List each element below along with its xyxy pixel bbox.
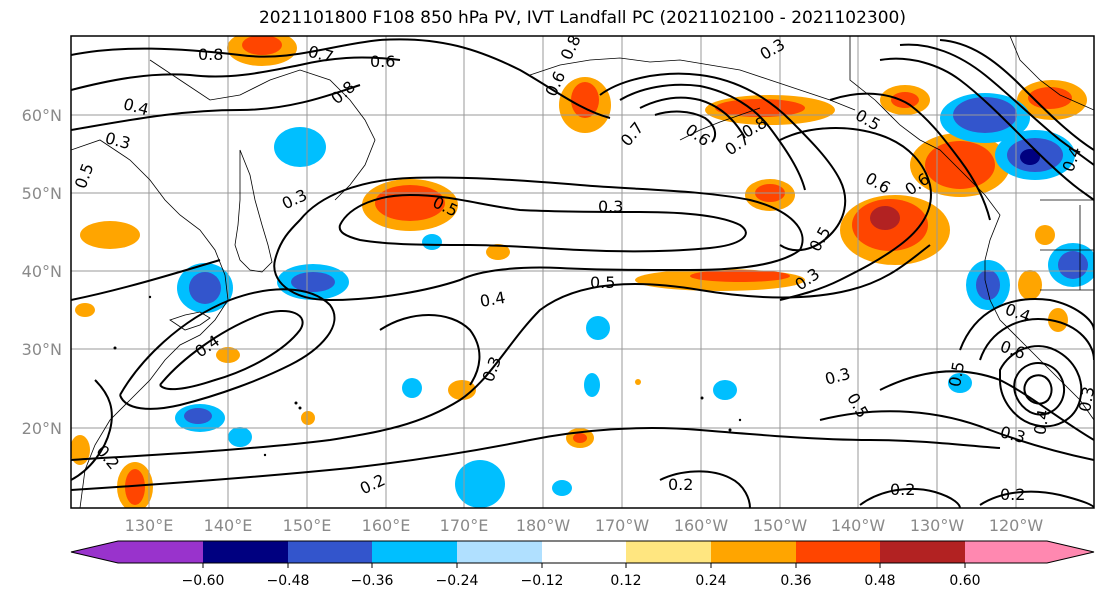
lon-label: 120°W xyxy=(989,516,1044,535)
colorbar-segment xyxy=(626,541,711,563)
colorbar-tick-label: 0.36 xyxy=(780,573,811,589)
colorbar-segment xyxy=(372,541,457,563)
contour-label: 0.6 xyxy=(370,52,395,71)
map-content: 0.8 0.7 0.6 0.8 0.6 0.8 0.3 0.4 0.3 0.5 … xyxy=(71,36,1098,508)
lat-label: 50°N xyxy=(22,184,62,203)
contour-label: 0.8 xyxy=(198,45,223,64)
colorbar-segment xyxy=(711,541,796,563)
lon-label: 170°E xyxy=(440,516,489,535)
contour-label: 0.5 xyxy=(945,360,968,388)
colorbar-segment xyxy=(965,541,1047,563)
colorbar-outline xyxy=(70,540,1095,564)
colorbar-tick-label: −0.12 xyxy=(521,573,564,589)
map-title: 2021101800 F108 850 hPa PV, IVT Landfall… xyxy=(258,8,906,28)
lon-label: 130°E xyxy=(125,516,174,535)
pv-contours xyxy=(71,38,1094,508)
lon-label: 140°E xyxy=(204,516,253,535)
contour-label: 0.3 xyxy=(1075,385,1098,413)
contour-label: 0.5 xyxy=(590,273,615,292)
lon-label: 150°W xyxy=(753,516,808,535)
longitude-labels: 130°E 140°E 150°E 160°E 170°E 180°W 170°… xyxy=(125,516,1044,535)
coastlines xyxy=(71,36,1094,508)
colorbar-segment xyxy=(880,541,965,563)
lat-label: 40°N xyxy=(22,262,62,281)
colorbar-segment xyxy=(796,541,880,563)
colorbar-ticks xyxy=(202,563,966,568)
contour-label: 0.2 xyxy=(668,475,693,494)
negative-shading xyxy=(175,93,1094,508)
colorbar-segment xyxy=(457,541,542,563)
island-dots xyxy=(113,295,742,457)
colorbar-tick-label: −0.48 xyxy=(267,573,310,589)
colorbar-tick-label: −0.36 xyxy=(351,573,394,589)
colorbar-segment xyxy=(542,541,626,563)
contour-label: 0.3 xyxy=(598,197,623,216)
contour-label: 0.2 xyxy=(1000,485,1025,504)
contour-label: 0.2 xyxy=(890,480,915,499)
colorbar-segment xyxy=(203,541,288,563)
colorbar-tick-label: 0.12 xyxy=(610,573,641,589)
lat-label: 20°N xyxy=(22,419,62,438)
colorbar-tick-label: 0.60 xyxy=(949,573,980,589)
contour-label: 0.4 xyxy=(1030,408,1053,436)
map-border xyxy=(70,35,1095,509)
lon-label: 140°W xyxy=(831,516,886,535)
lon-label: 180°W xyxy=(516,516,571,535)
colorbar-tick-label: 0.48 xyxy=(864,573,895,589)
lon-label: 150°E xyxy=(283,516,332,535)
lon-label: 130°W xyxy=(910,516,965,535)
colorbar-extend-left xyxy=(71,541,118,563)
colorbar: −0.60 −0.48 −0.36 −0.24 −0.12 0.12 0.24 … xyxy=(70,540,1095,589)
colorbar-segment xyxy=(118,541,203,563)
latitude-labels: 60°N 50°N 40°N 30°N 20°N xyxy=(22,106,62,438)
lat-label: 30°N xyxy=(22,340,62,359)
contour-label: 0.4 xyxy=(478,288,506,311)
colorbar-tick-label: 0.24 xyxy=(695,573,726,589)
colorbar-extend-right xyxy=(1047,541,1094,563)
lon-label: 160°W xyxy=(674,516,729,535)
colorbar-tick-label: −0.24 xyxy=(436,573,479,589)
colorbar-segment xyxy=(288,541,372,563)
colorbar-tick-label: −0.60 xyxy=(182,573,225,589)
lat-label: 60°N xyxy=(22,106,62,125)
lon-label: 170°W xyxy=(595,516,650,535)
lon-label: 160°E xyxy=(362,516,411,535)
